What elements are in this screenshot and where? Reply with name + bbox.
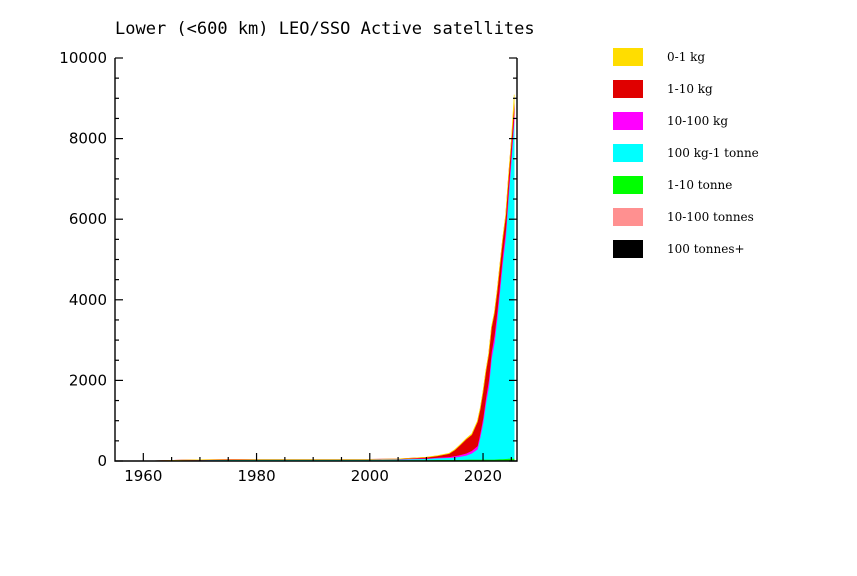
x-tick-label: 2020 [464, 467, 502, 485]
legend-swatch-10-100-tonnes [613, 208, 643, 226]
legend-swatch-100-tonnes- [613, 240, 643, 258]
legend-swatch-1-10-kg [613, 80, 643, 98]
legend-label-100-tonnes-: 100 tonnes+ [667, 242, 745, 256]
area-100-kg-1-tonne [126, 119, 515, 462]
legend-swatch-10-100-kg [613, 112, 643, 130]
x-axis-ticks: 1960 1980 2000 2020 [124, 453, 512, 485]
y-tick-label: 8000 [69, 130, 107, 148]
legend-label-10-100-tonnes: 10-100 tonnes [667, 210, 754, 224]
y-tick-label: 4000 [69, 291, 107, 309]
y-axis-ticks: 0 2000 4000 6000 8000 10000 [59, 49, 517, 470]
area-layers [126, 94, 515, 462]
legend-label-1-10-kg: 1-10 kg [667, 82, 713, 96]
area-1-10-kg [126, 102, 515, 462]
legend-swatch-1-10-tonne [613, 176, 643, 194]
y-tick-label: 6000 [69, 210, 107, 228]
legend-label-0-1-kg: 0-1 kg [667, 50, 705, 64]
area-10-100-kg [126, 112, 515, 462]
legend-swatch-0-1-kg [613, 48, 643, 66]
chart-title: Lower (<600 km) LEO/SSO Active satellite… [115, 19, 535, 39]
x-tick-label: 2000 [351, 467, 389, 485]
legend: 0-1 kg 1-10 kg 10-100 kg 100 kg-1 tonne 1-10… [613, 48, 759, 258]
y-tick-label: 2000 [69, 371, 107, 389]
x-tick-label: 1960 [124, 467, 162, 485]
axes [114, 58, 518, 462]
x-tick-label: 1980 [237, 467, 275, 485]
y-tick-label: 10000 [59, 49, 107, 67]
legend-label-100-kg-1-tonne: 100 kg-1 tonne [667, 146, 759, 160]
axes-frame [114, 58, 518, 462]
area-0-1-kg [126, 94, 515, 462]
legend-swatch-100-kg-1-tonne [613, 144, 643, 162]
y-tick-label: 0 [97, 452, 107, 470]
legend-label-1-10-tonne: 1-10 tonne [667, 178, 732, 192]
legend-label-10-100-kg: 10-100 kg [667, 114, 728, 128]
